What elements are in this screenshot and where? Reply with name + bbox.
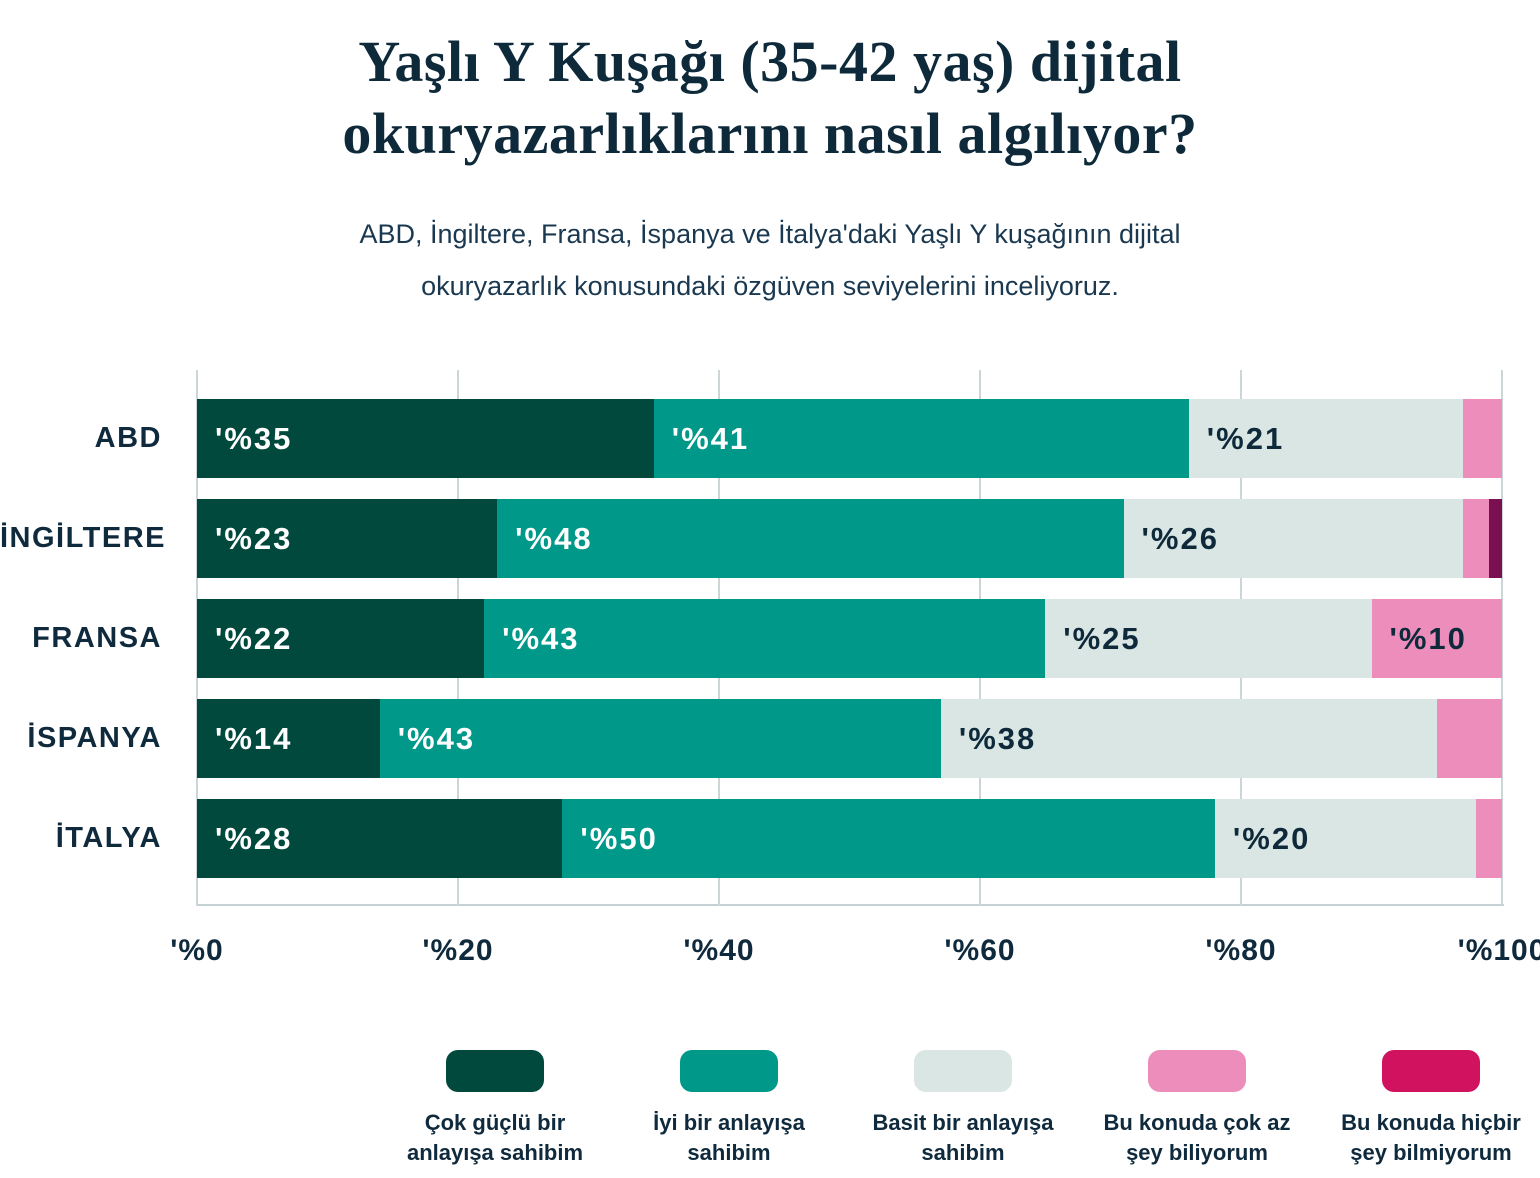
bar-segment-series1: '%22 [197, 599, 485, 678]
legend-item-label: Çok güçlü bir anlayışa sahibim [406, 1110, 584, 1165]
bar-segment-series4 [1475, 799, 1502, 878]
bar-row-i̇talya: '%28 '%50 '%20 [197, 799, 1502, 878]
legend-item-3: Basit bir anlayışa sahibim [846, 1050, 1080, 1168]
legend-item-4: Bu konuda çok az şey biliyorum [1080, 1050, 1314, 1168]
bar-segment-series2: '%48 [497, 499, 1124, 578]
chart-subtitle-line1: ABD, İngiltere, Fransa, İspanya ve İtaly… [359, 219, 1181, 249]
bar-value-label: '%41 [671, 421, 750, 456]
legend-swatch-icon [680, 1050, 778, 1092]
bar-segment-series4: '%10 [1371, 599, 1502, 678]
legend-item-label: Bu konuda çok az şey biliyorum [1103, 1110, 1291, 1165]
bar-value-label: '%22 [215, 621, 293, 656]
category-label-abd: ABD [94, 422, 162, 454]
bar-value-label: '%23 [215, 521, 293, 556]
bar-value-label: '%20 [1232, 821, 1311, 856]
bar-row-abd: '%35 '%41 '%21 [197, 399, 1502, 478]
bar-segment-series1: '%28 [197, 799, 563, 878]
legend-swatch-icon [1148, 1050, 1246, 1092]
chart-title: Yaşlı Y Kuşağı (35-42 yaş) dijital okury… [0, 26, 1540, 170]
x-axis-tick-label: '%100 [1457, 934, 1540, 967]
bar-value-label: '%43 [397, 721, 476, 756]
x-axis-tick-label: '%60 [944, 934, 1016, 967]
x-axis-tick-label: '%0 [170, 934, 224, 967]
chart-subtitle-line2: okuryazarlık konusundaki özgüven seviyel… [421, 271, 1119, 301]
x-axis-tick-label: '%20 [422, 934, 494, 967]
bar-segment-series3: '%20 [1214, 799, 1476, 878]
bar-value-label: '%48 [515, 521, 593, 556]
chart-title-line2: okuryazarlıklarını nasıl algılıyor? [342, 101, 1198, 166]
legend-item-2: İyi bir anlayışa sahibim [612, 1050, 846, 1168]
bar-value-label: '%14 [215, 721, 293, 756]
category-label-i̇spanya: İSPANYA [27, 722, 162, 754]
bar-row-i̇ngi̇ltere: '%23 '%48 '%26 [197, 499, 1502, 578]
chart-subtitle: ABD, İngiltere, Fransa, İspanya ve İtaly… [0, 208, 1540, 312]
legend-swatch-icon [446, 1050, 544, 1092]
bar-value-label: '%43 [502, 621, 580, 656]
legend-swatch-icon [1382, 1050, 1480, 1092]
chart-title-line1: Yaşlı Y Kuşağı (35-42 yaş) dijital [358, 29, 1182, 94]
bar-segment-series2: '%41 [653, 399, 1189, 478]
bar-segment-series2: '%50 [562, 799, 1215, 878]
legend-item-5: Bu konuda hiçbir şey bilmiyorum [1314, 1050, 1540, 1168]
bar-segment-series1: '%35 [197, 399, 654, 478]
bar-segment-series4 [1436, 699, 1502, 778]
bar-value-label: '%21 [1206, 421, 1285, 456]
bar-value-label: '%28 [215, 821, 293, 856]
bar-value-label: '%10 [1389, 621, 1467, 656]
chart-legend: Çok güçlü bir anlayışa sahibim İyi bir an… [378, 1050, 1540, 1168]
bar-row-fransa: '%22 '%43 '%25 '%10 [197, 599, 1502, 678]
bar-value-label: '%38 [958, 721, 1037, 756]
legend-item-label: Basit bir anlayışa sahibim [872, 1110, 1054, 1165]
bar-segment-series1: '%23 [197, 499, 498, 578]
plot-area: '%35 '%41 '%21 '%23 '%48 '%26 '%22 '%43 '%25 '%10… [196, 370, 1504, 906]
bar-segment-series3: '%26 [1123, 499, 1463, 578]
bar-segment-series5 [1488, 499, 1502, 578]
bar-segment-series3: '%25 [1045, 599, 1372, 678]
bar-segment-series4 [1462, 499, 1489, 578]
gridline-100 [1501, 370, 1503, 906]
legend-item-1: Çok güçlü bir anlayışa sahibim [378, 1050, 612, 1168]
bar-segment-series1: '%14 [197, 699, 380, 778]
x-axis-line [197, 904, 1504, 906]
x-axis-tick-label: '%40 [683, 934, 755, 967]
bar-segment-series3: '%21 [1188, 399, 1463, 478]
bar-segment-series4 [1462, 399, 1502, 478]
bar-value-label: '%26 [1141, 521, 1219, 556]
x-axis-tick-label: '%80 [1205, 934, 1277, 967]
bar-value-label: '%25 [1063, 621, 1141, 656]
category-label-i̇ngi̇ltere: İNGİLTERE [0, 522, 167, 554]
bar-value-label: '%35 [215, 421, 293, 456]
bar-value-label: '%50 [580, 821, 658, 856]
legend-swatch-icon [914, 1050, 1012, 1092]
legend-item-label: Bu konuda hiçbir şey bilmiyorum [1341, 1110, 1521, 1165]
category-label-i̇talya: İTALYA [55, 822, 162, 854]
bar-segment-series2: '%43 [484, 599, 1046, 678]
bar-segment-series3: '%38 [940, 699, 1437, 778]
bar-segment-series2: '%43 [379, 699, 941, 778]
legend-item-label: İyi bir anlayışa sahibim [653, 1110, 805, 1165]
category-label-fransa: FRANSA [32, 622, 162, 654]
bar-row-i̇spanya: '%14 '%43 '%38 [197, 699, 1502, 778]
